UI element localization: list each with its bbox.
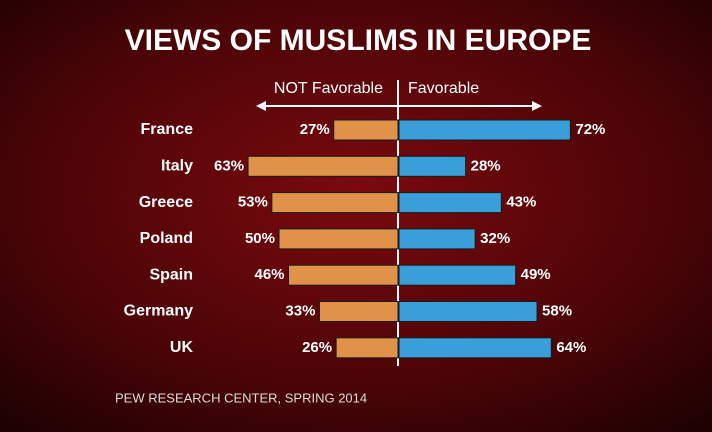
value-label: 63% xyxy=(214,157,244,174)
value-label: 26% xyxy=(302,339,332,356)
bar xyxy=(398,301,538,322)
bar xyxy=(288,264,399,286)
value-label: 53% xyxy=(238,194,268,211)
bar xyxy=(398,192,502,214)
category-label: UK xyxy=(170,339,194,356)
bar xyxy=(271,192,399,214)
bar xyxy=(247,155,399,177)
category-label: Greece xyxy=(139,194,193,211)
bar xyxy=(335,337,399,359)
value-label: 27% xyxy=(300,121,330,138)
value-label: 50% xyxy=(245,230,275,247)
value-label: 72% xyxy=(575,121,605,138)
right-header: Favorable xyxy=(408,80,479,97)
value-label: 46% xyxy=(254,266,284,283)
bar xyxy=(333,119,399,141)
chart-title: VIEWS OF MUSLIMS IN EUROPE xyxy=(125,24,592,57)
value-label: 43% xyxy=(506,194,536,211)
value-label: 28% xyxy=(471,157,501,174)
value-label: 49% xyxy=(521,266,551,283)
bar xyxy=(398,119,571,141)
source: PEW RESEARCH CENTER, SPRING 2014 xyxy=(115,390,367,405)
bar xyxy=(398,155,467,177)
bar xyxy=(398,337,552,359)
category-label: Poland xyxy=(140,230,193,247)
bar xyxy=(398,228,476,250)
category-label: France xyxy=(141,121,194,138)
bar xyxy=(278,228,399,250)
bar xyxy=(398,264,517,286)
value-label: 33% xyxy=(285,302,315,319)
value-label: 58% xyxy=(542,302,572,319)
category-label: Germany xyxy=(124,303,193,320)
category-label: Spain xyxy=(149,266,193,283)
left-header: NOT Favorable xyxy=(274,80,383,97)
bar xyxy=(318,301,399,322)
value-label: 64% xyxy=(556,339,586,356)
value-label: 32% xyxy=(480,230,510,247)
category-label: Italy xyxy=(161,158,193,175)
